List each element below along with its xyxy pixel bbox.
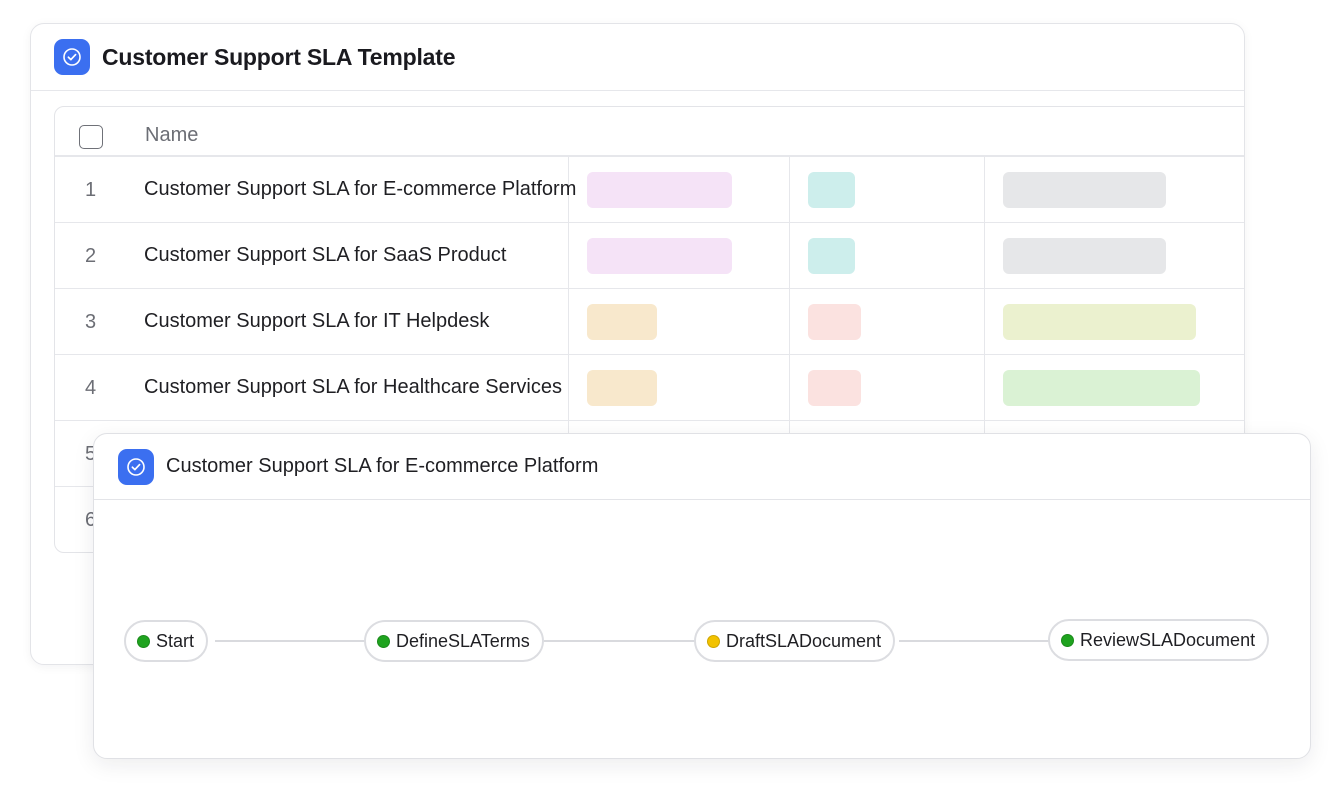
- check-circle-icon: [118, 448, 154, 485]
- row-number: 4: [85, 377, 97, 399]
- check-circle-icon: [54, 39, 90, 75]
- tag-cell[interactable]: [808, 304, 861, 340]
- template-card-header: Customer Support SLA Template: [31, 24, 1244, 91]
- tag-cell[interactable]: [587, 304, 657, 340]
- row-number: 1: [85, 179, 97, 201]
- row-number: 5: [85, 443, 97, 465]
- workflow-node-draft-sla-document[interactable]: DraftSLADocument: [694, 620, 896, 662]
- table-header: Name: [55, 107, 1244, 157]
- workflow-card-header: Customer Support SLA for E-commerce Plat…: [94, 434, 1310, 500]
- tag-cell[interactable]: [587, 172, 732, 208]
- node-label: Start: [156, 630, 195, 651]
- row-name[interactable]: Customer Support SLA for Healthcare Serv…: [144, 376, 562, 398]
- tag-cell[interactable]: [1003, 304, 1196, 340]
- table-row[interactable]: 4 Customer Support SLA for Healthcare Se…: [55, 355, 1244, 421]
- row-number: 6: [85, 509, 97, 531]
- table-row[interactable]: 6: [55, 487, 1244, 552]
- tag-cell[interactable]: [808, 370, 861, 406]
- status-dot: [707, 634, 720, 648]
- tag-cell[interactable]: [587, 238, 732, 274]
- row-number: 3: [85, 311, 97, 333]
- status-dot: [1061, 633, 1074, 647]
- row-name[interactable]: Customer Support SLA for IT Helpdesk: [144, 310, 490, 332]
- table-row[interactable]: 1 Customer Support SLA for E-commerce Pl…: [55, 157, 1244, 223]
- tag-cell[interactable]: [1003, 172, 1166, 208]
- row-name[interactable]: Customer Support SLA for SaaS Product: [144, 244, 507, 266]
- tag-cell[interactable]: [1003, 370, 1200, 406]
- status-dot: [137, 634, 150, 648]
- table-row[interactable]: 3 Customer Support SLA for IT Helpdesk: [55, 289, 1244, 355]
- node-label: DraftSLADocument: [726, 630, 882, 651]
- workflow-diagram: Start DefineSLATerms DraftSLADocument Re…: [94, 434, 1310, 758]
- table-row[interactable]: 2 Customer Support SLA for SaaS Product: [55, 223, 1244, 289]
- workflow-title: Customer Support SLA for E-commerce Plat…: [166, 455, 599, 477]
- workflow-edge: [899, 640, 1049, 642]
- row-name[interactable]: Customer Support SLA for E-commerce Plat…: [144, 178, 577, 200]
- tag-cell[interactable]: [587, 370, 657, 406]
- select-all-checkbox[interactable]: [79, 125, 103, 149]
- row-number: 2: [85, 245, 97, 267]
- column-header-name[interactable]: Name: [145, 124, 199, 146]
- workflow-node-start[interactable]: Start: [124, 620, 209, 662]
- workflow-edge: [215, 640, 366, 642]
- workflow-node-define-sla-terms[interactable]: DefineSLATerms: [364, 620, 544, 662]
- tag-cell[interactable]: [808, 238, 855, 274]
- tag-cell[interactable]: [808, 172, 855, 208]
- workflow-node-review-sla-document[interactable]: ReviewSLADocument: [1048, 619, 1270, 661]
- node-label: DefineSLATerms: [396, 630, 530, 651]
- tag-cell[interactable]: [1003, 238, 1166, 274]
- node-label: ReviewSLADocument: [1080, 629, 1256, 650]
- workflow-card: Customer Support SLA for E-commerce Plat…: [93, 433, 1311, 759]
- status-dot: [377, 634, 390, 648]
- workflow-edge: [544, 640, 696, 642]
- template-title: Customer Support SLA Template: [102, 43, 456, 70]
